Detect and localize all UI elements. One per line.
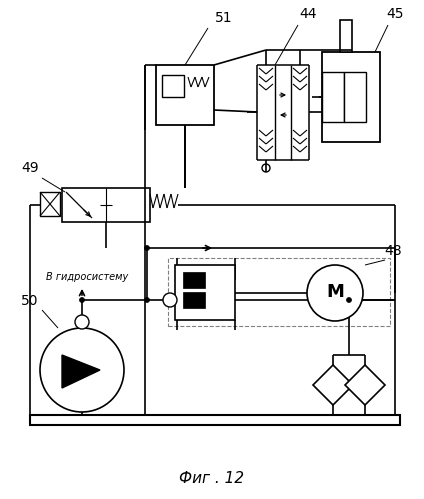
Bar xyxy=(322,52,380,142)
Bar xyxy=(175,265,235,320)
Bar xyxy=(162,75,184,97)
Circle shape xyxy=(145,297,150,302)
Text: В гидросистему: В гидросистему xyxy=(46,272,128,282)
Text: Фиг . 12: Фиг . 12 xyxy=(179,471,245,486)
Bar xyxy=(183,272,205,288)
Text: 49: 49 xyxy=(21,161,39,175)
Bar xyxy=(30,415,400,425)
Text: 44: 44 xyxy=(299,7,317,21)
Bar xyxy=(62,188,150,222)
Bar xyxy=(344,72,366,122)
Polygon shape xyxy=(313,365,353,405)
Bar xyxy=(322,72,344,122)
Text: 45: 45 xyxy=(386,7,404,21)
Bar xyxy=(40,192,60,216)
Circle shape xyxy=(75,315,89,329)
Circle shape xyxy=(145,246,150,250)
Text: M: M xyxy=(326,283,344,301)
Bar xyxy=(168,258,390,326)
Text: 51: 51 xyxy=(215,11,233,25)
Circle shape xyxy=(262,164,270,172)
Polygon shape xyxy=(345,365,385,405)
Circle shape xyxy=(307,265,363,321)
Polygon shape xyxy=(62,355,100,388)
Bar xyxy=(340,20,352,52)
Circle shape xyxy=(346,297,351,302)
Circle shape xyxy=(163,293,177,307)
Bar xyxy=(156,65,214,125)
Text: 50: 50 xyxy=(21,294,39,308)
Circle shape xyxy=(80,297,84,302)
Bar xyxy=(183,292,205,308)
Text: 48: 48 xyxy=(384,244,402,258)
Circle shape xyxy=(40,328,124,412)
